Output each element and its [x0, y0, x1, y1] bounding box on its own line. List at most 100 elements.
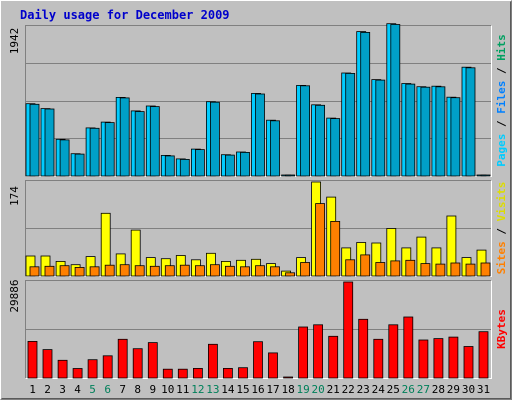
bar-sites: [134, 265, 145, 277]
bar-files: [270, 120, 280, 177]
bar-sites: [345, 259, 356, 277]
bar-kbytes: [253, 341, 263, 379]
bar-kbytes: [57, 359, 68, 379]
bar-kbytes: [117, 338, 128, 379]
bar-files: [285, 174, 296, 177]
axis-legend-label: KBytes: [495, 309, 508, 349]
bar-sites: [149, 265, 160, 277]
bar-sites: [119, 264, 130, 277]
bar-kbytes: [463, 346, 474, 379]
y-max-label: 1942: [8, 28, 21, 55]
bar-files: [164, 155, 175, 177]
bar-sites: [405, 259, 416, 277]
bar-files: [360, 32, 371, 177]
axis-legend-label: Sites / Visits: [495, 182, 508, 275]
bar-files: [435, 86, 446, 177]
bar-sites: [59, 265, 70, 277]
day-label: 1: [29, 383, 36, 396]
chart-panel: 1942 Pages / Files / Hits: [8, 23, 508, 177]
bar-sites: [255, 265, 265, 277]
day-label: 3: [59, 383, 66, 396]
y-max-label: 29886: [8, 279, 21, 312]
bar-files: [345, 73, 356, 177]
day-label: 24: [372, 383, 386, 396]
day-label: 28: [432, 383, 445, 396]
bar-files: [104, 122, 115, 177]
bar-sites: [240, 266, 250, 277]
plot-border-dark: [25, 180, 492, 277]
bar-kbytes: [162, 368, 173, 379]
bar-files: [450, 97, 461, 177]
bar-sites: [285, 272, 296, 277]
bar-sites: [89, 266, 100, 277]
day-label: 15: [236, 383, 249, 396]
day-label: 25: [387, 383, 400, 396]
day-label: 14: [221, 383, 235, 396]
axis-legend-label: Pages / Files / Hits: [495, 34, 508, 167]
day-label: 29: [447, 383, 460, 396]
bar-sites: [29, 266, 40, 277]
legend-label-sites: Sites: [495, 241, 508, 274]
bar-kbytes: [388, 324, 399, 379]
chart-panel: 29886 KBytes: [8, 279, 508, 379]
plot-border-light: [25, 180, 492, 277]
bar-kbytes: [268, 352, 278, 379]
day-label: 23: [357, 383, 370, 396]
bar-kbytes: [147, 342, 158, 379]
bar-kbytes: [132, 348, 143, 379]
day-label: 9: [149, 383, 156, 396]
bar-files: [89, 127, 100, 177]
bar-sites: [480, 262, 491, 277]
bar-files: [29, 103, 40, 177]
legend-label-visits: Visits: [495, 182, 508, 222]
day-label: 4: [74, 383, 81, 396]
day-label: 10: [161, 383, 174, 396]
bar-sites: [270, 266, 280, 277]
day-label: 8: [134, 383, 141, 396]
bar-files: [149, 106, 160, 177]
bar-files: [465, 67, 476, 177]
bar-kbytes: [448, 336, 459, 379]
bar-kbytes: [358, 318, 369, 379]
legend-label-kbytes: KBytes: [495, 309, 508, 349]
bar-files: [480, 174, 491, 177]
bar-kbytes: [177, 368, 188, 379]
bar-kbytes: [283, 376, 294, 379]
legend-label-files: Files: [495, 81, 508, 114]
bar-kbytes: [207, 343, 218, 379]
bar-files: [74, 153, 85, 177]
bar-sites: [315, 203, 326, 277]
bar-kbytes: [328, 335, 339, 379]
legend-separator: /: [495, 221, 508, 241]
bar-kbytes: [373, 338, 384, 379]
bar-sites: [74, 266, 85, 277]
day-label: 22: [342, 383, 355, 396]
bar-files: [375, 79, 386, 177]
bar-kbytes: [27, 340, 38, 379]
chart-panel: 174 Sites / Visits: [8, 180, 508, 277]
bar-files: [179, 158, 190, 177]
bar-sites: [300, 262, 311, 277]
bar-kbytes: [403, 316, 414, 379]
bar-kbytes: [238, 367, 248, 379]
bar-kbytes: [343, 281, 354, 379]
bar-files: [119, 97, 130, 177]
bar-files: [390, 24, 401, 177]
day-label: 12: [191, 383, 204, 396]
day-label: 20: [311, 383, 324, 396]
bar-kbytes: [298, 326, 309, 379]
bar-files: [59, 139, 70, 177]
day-label: 27: [417, 383, 430, 396]
bar-sites: [179, 264, 190, 277]
bar-sites: [420, 263, 431, 277]
bar-kbytes: [72, 368, 83, 379]
bar-kbytes: [42, 349, 53, 379]
plot-border-light: [25, 280, 492, 379]
bar-files: [134, 111, 145, 177]
bar-files: [255, 93, 265, 177]
legend-separator: /: [495, 61, 508, 81]
day-labels: 1 2 3 4 5 6 7 8 9 10 11 12 13 14 15 16 17 18 19 20 21 22 23 24 2…: [29, 383, 490, 396]
bar-kbytes: [87, 359, 98, 379]
